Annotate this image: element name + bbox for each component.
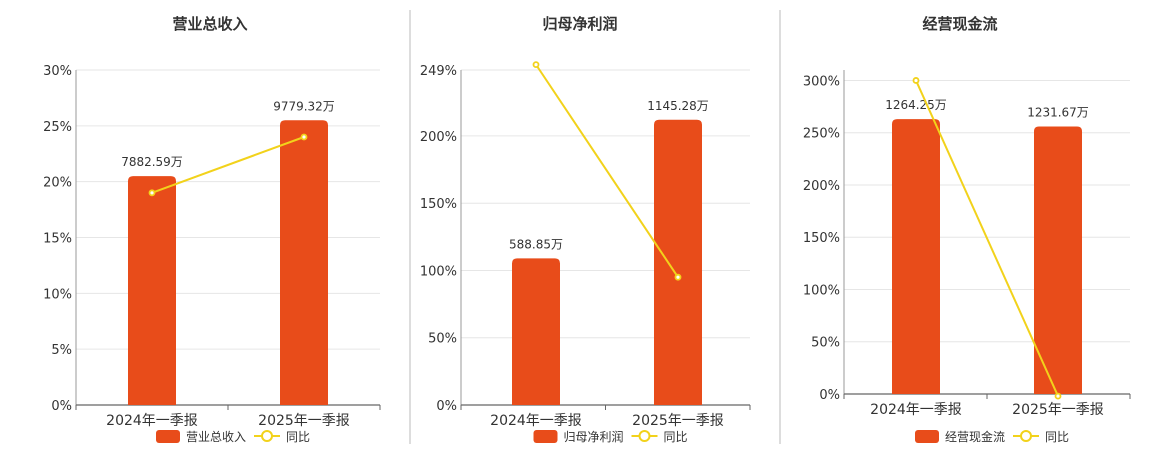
- chart-title: 营业总收入: [172, 15, 247, 33]
- bar: [128, 176, 176, 405]
- y-tick-label: 100%: [803, 283, 840, 298]
- legend-bar-swatch: [533, 430, 558, 443]
- y-tick-label: 25%: [43, 120, 72, 135]
- legend-bar-swatch: [915, 430, 939, 443]
- bar: [654, 119, 702, 405]
- x-tick-label: 2024年一季报: [106, 413, 198, 429]
- legend-line-marker: [638, 430, 651, 442]
- series-line: [151, 136, 305, 194]
- y-tick-label: 250%: [803, 127, 840, 142]
- chart-panel-2: 归母净利润 0% 50% 100% 150% 200% 249% 588.85万 1145.28…: [420, 15, 751, 444]
- y-tick-label: 0%: [51, 399, 72, 414]
- y-tick-label: 50%: [428, 332, 457, 347]
- y-tick-label: 200%: [420, 130, 457, 145]
- bar-data-label: 1264.25万: [885, 98, 947, 112]
- bar-data-label: 588.85万: [509, 237, 563, 251]
- x-tick-label: 2025年一季报: [258, 413, 350, 429]
- bar: [1034, 126, 1082, 394]
- legend-bar-label: 归母净利润: [564, 430, 624, 444]
- x-tick-label: 2024年一季报: [490, 413, 582, 429]
- legend-line-marker: [1020, 430, 1032, 442]
- line-point: [1054, 392, 1062, 400]
- series-line: [915, 80, 1059, 397]
- y-tick-label: 0%: [436, 399, 457, 414]
- bar-data-label: 1231.67万: [1027, 105, 1089, 119]
- legend: 经营现金流 同比: [915, 429, 1069, 444]
- series-line: [535, 64, 679, 278]
- legend-bar-label: 经营现金流: [945, 429, 1005, 444]
- y-tick-label: 50%: [811, 336, 840, 351]
- bar: [280, 120, 328, 405]
- y-tick-label: 200%: [803, 179, 840, 194]
- y-tick-label: 20%: [43, 176, 72, 191]
- line-point: [532, 61, 540, 69]
- y-tick-label: 100%: [420, 264, 457, 279]
- y-tick-label: 300%: [803, 74, 840, 89]
- bar-data-label: 1145.28万: [647, 99, 709, 113]
- legend-bar-swatch: [156, 430, 180, 443]
- y-tick-label: 5%: [51, 343, 72, 358]
- legend-line-marker: [261, 430, 273, 442]
- x-tick-label: 2024年一季报: [870, 402, 962, 418]
- bar-data-label: 7882.59万: [121, 155, 183, 169]
- y-tick-label: 0%: [819, 388, 840, 403]
- legend-line-label: 同比: [664, 430, 688, 444]
- bar: [512, 258, 560, 405]
- legend: 归母净利润 同比: [533, 430, 688, 444]
- x-tick-label: 2025年一季报: [1012, 402, 1104, 418]
- legend-line-label: 同比: [1045, 430, 1069, 444]
- legend: 营业总收入 同比: [156, 430, 310, 444]
- x-tick-label: 2025年一季报: [632, 413, 724, 429]
- chart-title: 归母净利润: [542, 15, 617, 33]
- line-point: [912, 77, 920, 84]
- chart-panel-1: 营业总收入 0% 5% 10% 15% 20% 25% 30% 7882.59万 9779.32万…: [43, 15, 381, 444]
- line-point: [674, 273, 682, 281]
- line-point: [148, 189, 156, 197]
- y-tick-label: 10%: [43, 287, 72, 302]
- chart-panel-3: 经营现金流 0% 50% 100% 150% 200% 250% 300% 1264.25万 12…: [803, 15, 1131, 444]
- y-tick-label: 150%: [803, 231, 840, 246]
- legend-line-label: 同比: [286, 430, 310, 444]
- y-tick-label: 30%: [43, 64, 72, 79]
- line-point: [300, 133, 308, 141]
- y-tick-label: 150%: [420, 197, 457, 212]
- legend-bar-label: 营业总收入: [186, 430, 246, 444]
- bar-data-label: 9779.32万: [273, 99, 335, 113]
- y-tick-label: 249%: [420, 64, 457, 79]
- bar: [892, 119, 940, 394]
- y-tick-label: 15%: [43, 232, 72, 247]
- chart-title: 经营现金流: [922, 15, 997, 33]
